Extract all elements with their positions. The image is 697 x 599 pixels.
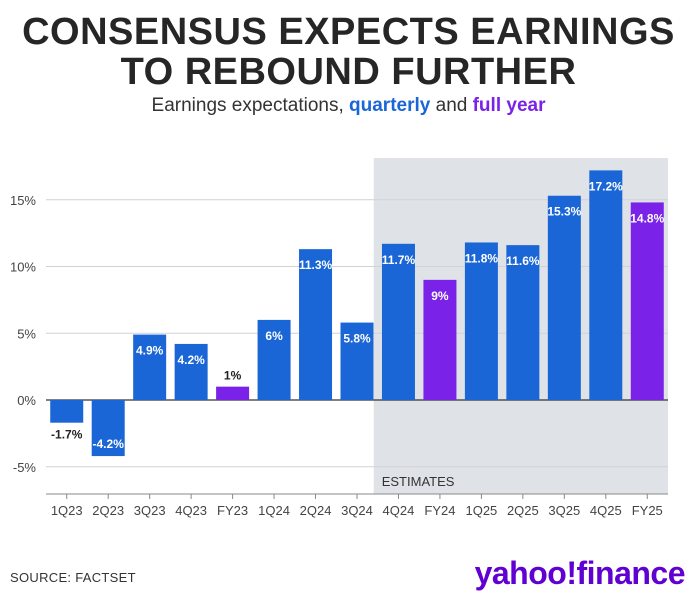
x-tick-label: 4Q23 bbox=[175, 503, 207, 518]
data-label: 5.8% bbox=[343, 332, 371, 346]
x-tick-label: 4Q25 bbox=[590, 503, 622, 518]
y-tick-label: 5% bbox=[17, 326, 36, 341]
bar bbox=[464, 242, 498, 400]
estimates-label: ESTIMATES bbox=[382, 474, 455, 489]
title-line-2: TO REBOUND FURTHER bbox=[120, 51, 577, 93]
bar bbox=[630, 202, 664, 400]
bar bbox=[423, 279, 457, 400]
data-label: 15.3% bbox=[547, 205, 581, 219]
data-label: 11.7% bbox=[382, 253, 416, 267]
x-tick-label: 3Q23 bbox=[134, 503, 166, 518]
bar bbox=[216, 386, 250, 400]
x-tick-label: FY24 bbox=[424, 503, 455, 518]
bar bbox=[133, 334, 167, 400]
bar bbox=[547, 195, 581, 400]
bar bbox=[381, 243, 415, 400]
bar bbox=[50, 400, 84, 423]
bar bbox=[91, 400, 125, 457]
subtitle-quarterly: quarterly bbox=[349, 95, 431, 116]
chart-title: CONSENSUS EXPECTS EARNINGS TO REBOUND FU… bbox=[0, 12, 697, 92]
data-label: 11.6% bbox=[506, 254, 540, 268]
chart-subtitle: Earnings expectations, quarterly and ful… bbox=[0, 95, 697, 117]
bar bbox=[340, 322, 374, 400]
bar bbox=[589, 170, 623, 400]
source-note: SOURCE: FACTSET bbox=[10, 570, 136, 585]
x-tick-label: 4Q24 bbox=[383, 503, 415, 518]
yahoo-finance-logo: yahoo!finance bbox=[474, 555, 686, 591]
y-tick-label: 10% bbox=[10, 260, 36, 275]
subtitle-prefix: Earnings expectations, bbox=[151, 95, 350, 116]
y-tick-label: -5% bbox=[13, 460, 37, 475]
data-label: -1.7% bbox=[51, 428, 83, 442]
subtitle-full-year: full year bbox=[472, 95, 546, 116]
y-tick-label: 0% bbox=[17, 393, 36, 408]
data-label: 4.9% bbox=[136, 344, 164, 358]
subtitle-and: and bbox=[430, 95, 473, 116]
title-line-1: CONSENSUS EXPECTS EARNINGS bbox=[22, 11, 675, 53]
data-label: 14.8% bbox=[630, 211, 664, 225]
data-label: -4.2% bbox=[93, 437, 125, 451]
x-tick-label: 3Q25 bbox=[548, 503, 580, 518]
bar bbox=[506, 245, 540, 400]
data-label: 9% bbox=[431, 289, 449, 303]
x-tick-label: FY23 bbox=[217, 503, 248, 518]
x-tick-label: FY25 bbox=[632, 503, 663, 518]
bar bbox=[299, 249, 333, 400]
data-label: 6% bbox=[265, 329, 283, 343]
x-tick-label: 2Q23 bbox=[92, 503, 124, 518]
x-tick-label: 3Q24 bbox=[341, 503, 373, 518]
x-tick-label: 1Q23 bbox=[51, 503, 83, 518]
x-tick-label: 1Q24 bbox=[258, 503, 290, 518]
bar bbox=[257, 319, 291, 400]
data-label: 11.8% bbox=[465, 251, 499, 265]
data-label: 11.3% bbox=[299, 258, 333, 272]
y-tick-label: 15% bbox=[10, 193, 36, 208]
data-label: 4.2% bbox=[177, 353, 205, 367]
x-tick-label: 2Q25 bbox=[507, 503, 539, 518]
data-label: 1% bbox=[224, 369, 242, 383]
x-tick-label: 2Q24 bbox=[300, 503, 332, 518]
x-tick-label: 1Q25 bbox=[465, 503, 497, 518]
bar bbox=[174, 343, 208, 400]
data-label: 17.2% bbox=[589, 179, 623, 193]
